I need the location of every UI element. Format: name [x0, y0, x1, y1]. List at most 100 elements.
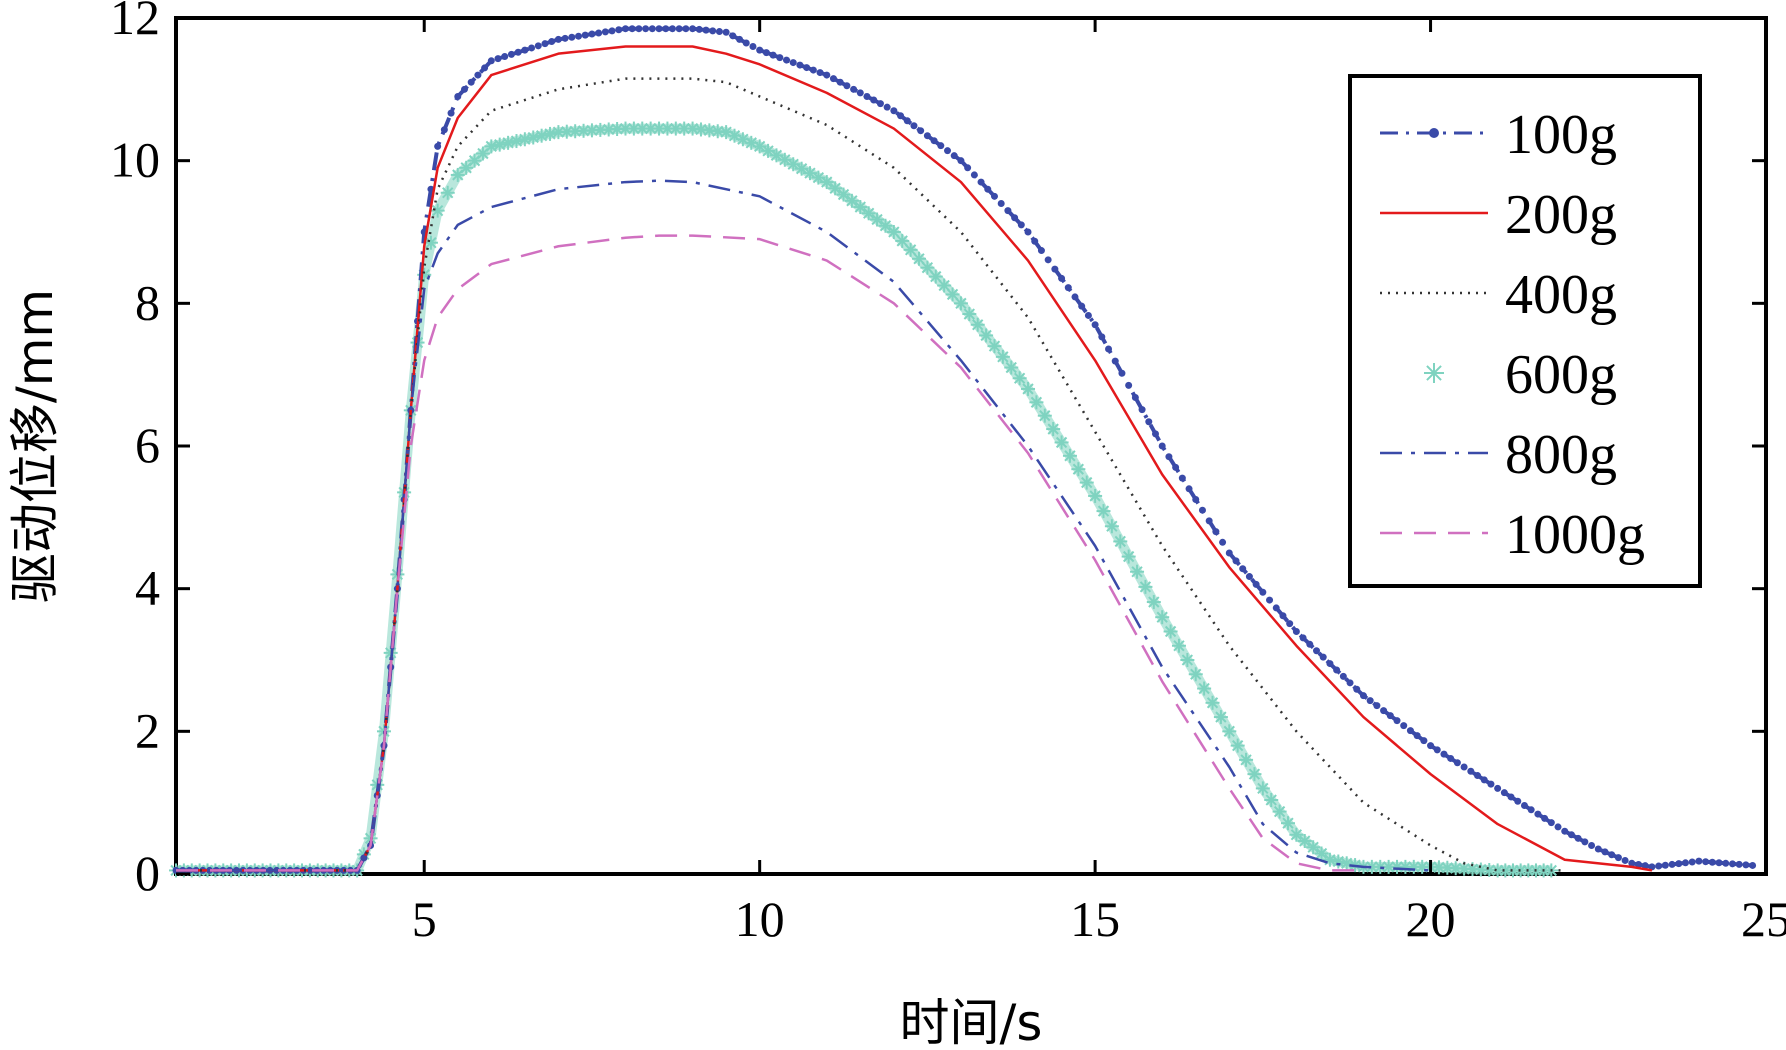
series-point-100g [1527, 806, 1535, 814]
series-point-100g [1259, 588, 1267, 596]
y-axis-title: 驱动位移/mm [6, 289, 64, 603]
series-point-100g [897, 112, 905, 120]
series-point-600g [1173, 640, 1185, 652]
series-point-600g [963, 308, 975, 320]
series-point-100g [541, 40, 549, 48]
series-point-100g [1279, 612, 1287, 620]
series-point-100g [1520, 802, 1528, 810]
series-point-100g [937, 142, 945, 150]
series-point-100g [1393, 717, 1401, 725]
y-tick-label: 6 [135, 417, 160, 473]
series-point-100g [621, 25, 629, 33]
series-point-100g [628, 25, 636, 33]
series-point-600g [1382, 861, 1395, 873]
series-point-100g [729, 32, 737, 40]
series-point-600g [754, 140, 766, 153]
series-point-100g [1252, 580, 1260, 588]
series-point-100g [615, 26, 623, 34]
series-point-100g [1326, 660, 1334, 668]
series-point-600g [431, 204, 444, 217]
series-point-100g [1400, 722, 1408, 730]
series-point-100g [595, 29, 603, 37]
series-point-100g [776, 54, 784, 62]
series-point-600g [569, 125, 581, 137]
series-point-100g [1044, 256, 1052, 264]
series-point-100g [910, 122, 918, 130]
series-point-100g [1091, 321, 1099, 329]
series-point-100g [1661, 861, 1669, 869]
series-point-600g [1332, 855, 1344, 868]
series-point-100g [1433, 746, 1441, 754]
series-point-100g [1534, 810, 1542, 818]
series-point-600g [988, 340, 1001, 352]
series-point-600g [737, 133, 749, 145]
series-point-100g [756, 46, 764, 54]
series-point-100g [1460, 763, 1468, 771]
series-point-100g [1581, 838, 1589, 846]
series-point-100g [655, 25, 663, 33]
series-point-600g [846, 195, 858, 207]
series-point-100g [1447, 754, 1455, 762]
series-point-600g [611, 123, 623, 135]
series-point-100g [1547, 819, 1555, 827]
series-point-600g [442, 187, 454, 199]
series-point-100g [1245, 573, 1253, 581]
y-tick-label: 12 [110, 0, 160, 45]
series-point-600g [1064, 450, 1076, 462]
series-1000g [176, 234, 1364, 872]
series-point-600g [670, 122, 682, 135]
series-point-600g [1022, 383, 1034, 395]
series-point-100g [1178, 474, 1186, 482]
series-point-100g [1413, 732, 1421, 740]
series-point-600g [1131, 566, 1143, 578]
series-point-100g [1728, 860, 1736, 868]
series-point-600g [829, 182, 841, 194]
series-point-600g [527, 131, 539, 144]
series-point-100g [1480, 776, 1488, 784]
series-point-600g [1416, 861, 1428, 873]
series-point-100g [1118, 369, 1126, 377]
series-point-100g [642, 25, 650, 33]
series-point-100g [447, 109, 455, 117]
series-point-600g [896, 235, 908, 247]
series-point-100g [923, 132, 931, 140]
series-point-100g [950, 152, 958, 160]
series-point-100g [1688, 858, 1696, 866]
series-point-100g [588, 30, 596, 38]
series-point-100g [1487, 780, 1495, 788]
series-point-100g [722, 28, 730, 36]
series-point-100g [944, 147, 952, 155]
series-point-600g [1055, 436, 1068, 449]
series-point-100g [1554, 823, 1562, 831]
series-point-100g [984, 185, 992, 193]
legend: 100g 200g 400g 600g 800g 1000g [1348, 74, 1702, 588]
series-point-100g [1574, 834, 1582, 842]
series-point-100g [809, 66, 817, 74]
series-point-100g [1628, 859, 1636, 867]
series-point-100g [474, 71, 482, 79]
series-point-600g [1181, 654, 1194, 666]
series-point-600g [1047, 423, 1059, 435]
series-point-100g [1037, 247, 1045, 255]
x-axis-title: 时间/s [900, 994, 1043, 1050]
series-point-100g [1708, 858, 1716, 866]
series-point-600g [804, 167, 816, 179]
series-point-600g [1148, 596, 1160, 608]
series-point-100g [1185, 485, 1193, 493]
y-tick-label: 10 [110, 132, 160, 188]
series-point-100g [1514, 797, 1522, 805]
series-point-100g [1111, 357, 1119, 365]
series-point-600g [1005, 361, 1017, 374]
series-point-600g [997, 351, 1009, 363]
series-point-100g [783, 56, 791, 64]
x-tick-label: 25 [1741, 891, 1786, 947]
series-point-100g [823, 71, 831, 79]
series-point-600g [779, 154, 791, 166]
series-point-600g [1282, 817, 1294, 829]
series-point-100g [903, 117, 911, 125]
series-point-600g [888, 226, 900, 238]
series-point-100g [575, 32, 583, 40]
series-point-100g [662, 25, 670, 33]
series-point-600g [1072, 463, 1084, 475]
series-point-100g [856, 89, 864, 97]
